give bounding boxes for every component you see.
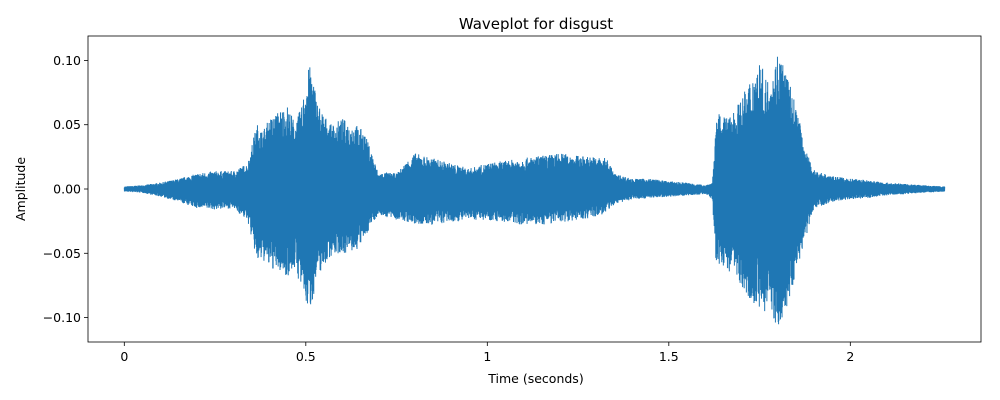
y-tick-label: 0.10 [53, 53, 81, 68]
y-tick-label: −0.05 [43, 246, 81, 261]
x-tick-label: 1 [483, 349, 491, 364]
x-tick-label: 1.5 [659, 349, 679, 364]
y-tick-label: 0.00 [53, 182, 81, 197]
y-tick-label: 0.05 [53, 117, 81, 132]
x-axis: 0 0.5 1 1.5 2 [120, 342, 854, 364]
y-axis-label: Amplitude [13, 157, 28, 221]
plot-area [87, 35, 982, 343]
waveform-series [123, 56, 946, 325]
y-tick-label: −0.10 [43, 310, 81, 325]
x-tick-label: 0.5 [296, 349, 316, 364]
x-tick-label: 0 [120, 349, 128, 364]
x-tick-label: 2 [846, 349, 854, 364]
x-axis-label: Time (seconds) [487, 371, 583, 386]
y-axis: −0.10 −0.05 0.00 0.05 0.10 [43, 53, 88, 325]
waveform-line [123, 56, 946, 325]
chart-title: Waveplot for disgust [459, 15, 613, 33]
